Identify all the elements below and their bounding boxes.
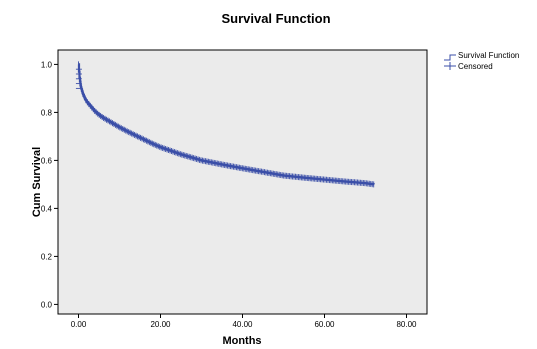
y-tick-label: 0.0: [41, 300, 53, 309]
x-tick-label: 60.00: [314, 320, 335, 329]
legend-item-survival-function: Survival Function: [444, 51, 519, 61]
y-tick-label: 0.4: [41, 204, 53, 213]
legend-label-censored: Censored: [458, 62, 493, 71]
chart-title: Survival Function: [221, 11, 330, 26]
x-tick-label: 0.00: [71, 320, 87, 329]
x-tick-label: 40.00: [232, 320, 253, 329]
legend-label-survival-function: Survival Function: [458, 51, 519, 60]
censored-marks: [75, 61, 375, 188]
y-tick-label: 0.6: [41, 156, 53, 165]
x-tick-label: 80.00: [396, 320, 417, 329]
legend-step-line-icon: [444, 54, 456, 61]
plot-area: [57, 49, 428, 315]
y-tick-label: 1.0: [41, 60, 53, 69]
x-axis-label: Months: [222, 335, 261, 347]
y-tick-label: 0.2: [41, 252, 53, 261]
series-layer: [75, 61, 375, 188]
y-tick-label: 0.8: [41, 108, 53, 117]
legend-item-censored: Censored: [444, 62, 493, 71]
legend: Survival Function Censored: [444, 51, 519, 71]
y-axis-label: Cum Survival: [31, 147, 43, 217]
y-axis: 0.0 0.2 0.4 0.6 0.8 1.0: [41, 60, 58, 309]
x-axis: 0.00 20.00 40.00 60.00 80.00: [71, 314, 417, 329]
x-tick-label: 20.00: [150, 320, 171, 329]
